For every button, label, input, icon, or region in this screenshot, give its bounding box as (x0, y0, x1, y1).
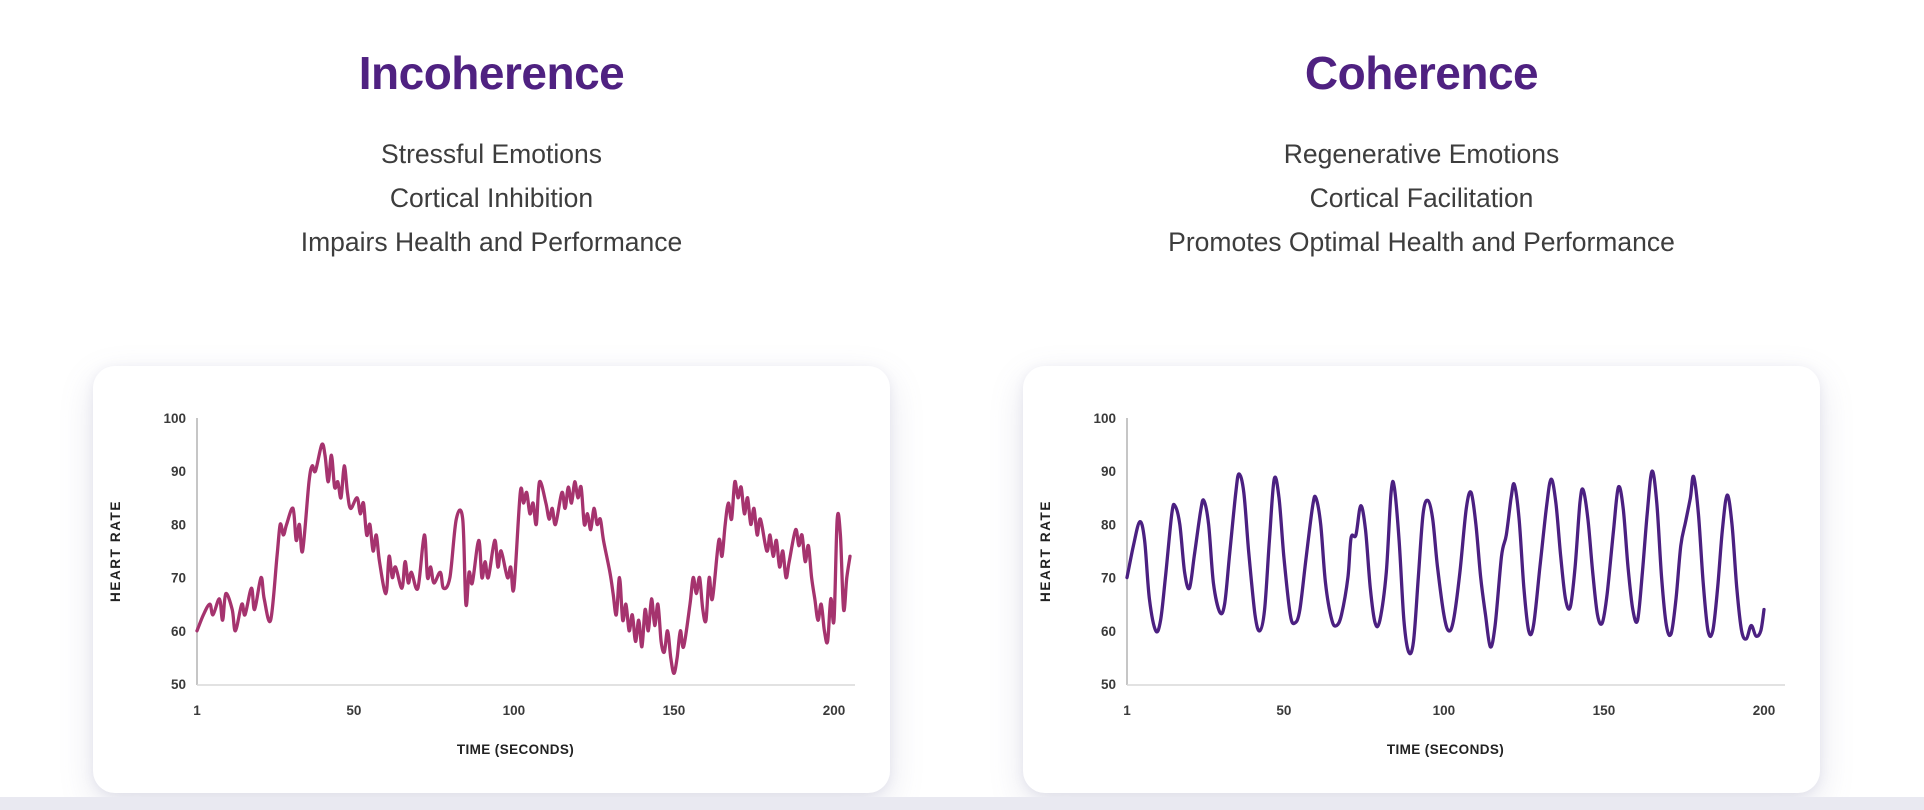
x-tick-label: 100 (503, 703, 526, 718)
y-tick-label: 80 (171, 517, 186, 532)
x-axis-title: TIME (SECONDS) (1387, 742, 1504, 757)
y-tick-label: 80 (1101, 517, 1116, 532)
panel-title-incoherence: Incoherence (358, 47, 625, 99)
x-tick-label: 1 (193, 703, 201, 718)
y-tick-label: 50 (171, 677, 186, 692)
y-tick-label: 50 (1101, 677, 1116, 692)
y-axis-title: HEART RATE (1038, 500, 1053, 602)
subtitle-line: Cortical Facilitation (1309, 183, 1534, 213)
y-tick-label: 90 (1101, 464, 1116, 479)
y-tick-label: 60 (1101, 624, 1116, 639)
x-tick-label: 150 (1593, 703, 1616, 718)
y-tick-label: 70 (1101, 571, 1116, 586)
subtitle-line: Promotes Optimal Health and Performance (1168, 227, 1675, 257)
x-tick-label: 100 (1433, 703, 1456, 718)
y-tick-label: 100 (163, 411, 186, 426)
x-tick-label: 200 (823, 703, 846, 718)
x-tick-label: 50 (1276, 703, 1291, 718)
y-tick-label: 60 (171, 624, 186, 639)
heart-rate-incoherent-line (195, 442, 852, 676)
panel-title-coherence: Coherence (1304, 47, 1539, 99)
chart-card-coherence: 50 60 70 80 90 100 1 50 100 150 200 HEART RATE TIME … (1023, 366, 1820, 793)
footer-strip (0, 797, 1924, 810)
subtitle-line: Impairs Health and Performance (300, 227, 683, 257)
x-tick-label: 50 (346, 703, 361, 718)
y-tick-label: 100 (1093, 411, 1116, 426)
panel-subtitle-coherence: Regenerative Emotions Cortical Facilitat… (1023, 132, 1820, 264)
subtitle-line: Regenerative Emotions (1283, 139, 1560, 169)
chart-card-incoherence: 50 60 70 80 90 100 1 50 100 150 200 HEART RATE TIME … (93, 366, 890, 793)
y-axis-title: HEART RATE (108, 500, 123, 602)
y-tick-label: 90 (171, 464, 186, 479)
panel-incoherence: Incoherence Stressful Emotions Cortical … (93, 0, 890, 793)
y-tick-label: 70 (171, 571, 186, 586)
panel-subtitle-incoherence: Stressful Emotions Cortical Inhibition I… (93, 132, 890, 264)
x-tick-label: 150 (663, 703, 686, 718)
x-axis-title: TIME (SECONDS) (457, 742, 574, 757)
heart-rate-coherent-line (1125, 469, 1766, 656)
x-tick-label: 1 (1123, 703, 1131, 718)
x-tick-label: 200 (1753, 703, 1776, 718)
subtitle-line: Stressful Emotions (381, 139, 602, 169)
subtitle-line: Cortical Inhibition (389, 183, 594, 213)
panel-coherence: Coherence Regenerative Emotions Cortical… (1023, 0, 1820, 793)
